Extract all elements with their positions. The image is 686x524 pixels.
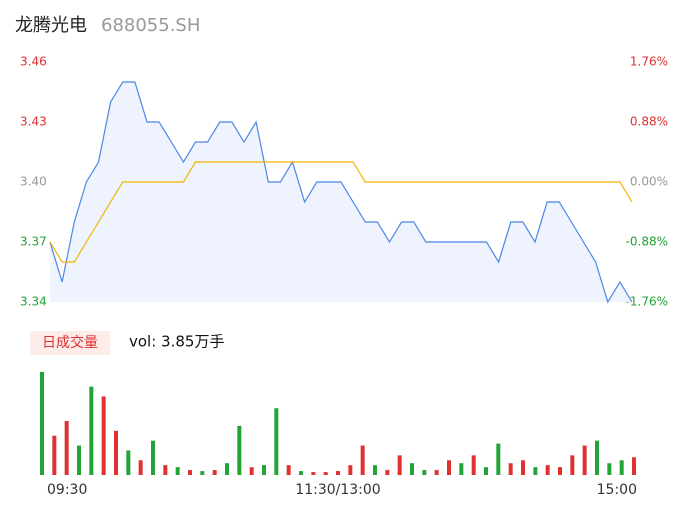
- y2-tick-label: -1.76%: [626, 295, 668, 309]
- volume-bar: [348, 465, 353, 475]
- volume-bar: [595, 440, 599, 475]
- volume-bar: [447, 460, 451, 475]
- volume-bar: [459, 463, 464, 475]
- y2-tick-label: 1.76%: [630, 55, 668, 69]
- volume-bar: [151, 440, 155, 475]
- y2-tick-label: -0.88%: [626, 235, 668, 249]
- volume-bar: [188, 470, 192, 475]
- stock-name: 龙腾光电: [15, 15, 87, 36]
- y-tick-label: 3.43: [20, 115, 47, 129]
- volume-bar: [114, 430, 118, 475]
- volume-bar: [237, 425, 242, 475]
- volume-bar: [274, 408, 279, 475]
- x-tick-label: 09:30: [47, 482, 87, 498]
- volume-bar: [286, 465, 291, 475]
- volume-bar: [373, 465, 377, 475]
- y-tick-label: 3.37: [20, 235, 47, 249]
- volume-bar: [434, 470, 439, 475]
- volume-bar: [175, 467, 180, 475]
- volume-tag: [30, 331, 110, 355]
- volume-bar: [471, 455, 476, 475]
- x-tick-label: 15:00: [597, 482, 637, 498]
- stock-code: 688055.SH: [101, 15, 200, 36]
- volume-bar: [336, 471, 340, 475]
- volume-bar: [225, 463, 229, 475]
- volume-bar: [299, 471, 303, 475]
- y2-tick-label: 0.00%: [630, 175, 668, 189]
- volume-bar: [40, 371, 44, 475]
- volume-bar: [422, 470, 427, 475]
- volume-bar: [212, 470, 217, 475]
- volume-bar: [262, 465, 266, 475]
- volume-bar: [410, 463, 414, 475]
- volume-bar: [77, 445, 81, 475]
- price-line: [49, 81, 633, 304]
- volume-bar: [89, 386, 94, 475]
- y2-tick-label: 0.88%: [630, 115, 668, 129]
- y-tick-label: 3.46: [20, 55, 47, 69]
- volume-bar: [397, 455, 402, 475]
- volume-bar: [323, 472, 328, 475]
- volume-bar: [533, 467, 538, 475]
- price-area: [50, 82, 632, 302]
- volume-bar: [545, 465, 550, 475]
- volume-bar: [360, 445, 365, 475]
- volume-bar: [200, 471, 205, 475]
- avg-line: [49, 161, 633, 263]
- volume-bar: [619, 460, 624, 475]
- volume-bar: [101, 396, 106, 475]
- volume-bar: [52, 435, 57, 475]
- x-tick-label: 11:30/13:00: [295, 482, 380, 498]
- volume-bar: [558, 467, 562, 475]
- volume-bar: [607, 463, 612, 475]
- volume-bar: [508, 463, 513, 475]
- volume-bar: [311, 472, 316, 475]
- volume-total: vol: 3.85万手: [129, 333, 224, 351]
- volume-bar: [126, 450, 131, 475]
- volume-bar: [64, 421, 69, 475]
- volume-bar: [582, 445, 587, 475]
- volume-bar: [632, 457, 636, 475]
- volume-bar: [570, 455, 575, 475]
- volume-label: 日成交量: [42, 334, 98, 351]
- volume-bar: [138, 460, 143, 475]
- volume-bar: [496, 443, 501, 475]
- volume-bar: [249, 467, 254, 475]
- volume-bar: [385, 470, 390, 475]
- y-tick-label: 3.40: [20, 175, 47, 189]
- y-tick-label: 3.34: [20, 295, 47, 309]
- volume-bar: [521, 460, 525, 475]
- volume-bar: [163, 465, 168, 475]
- volume-bar: [484, 467, 488, 475]
